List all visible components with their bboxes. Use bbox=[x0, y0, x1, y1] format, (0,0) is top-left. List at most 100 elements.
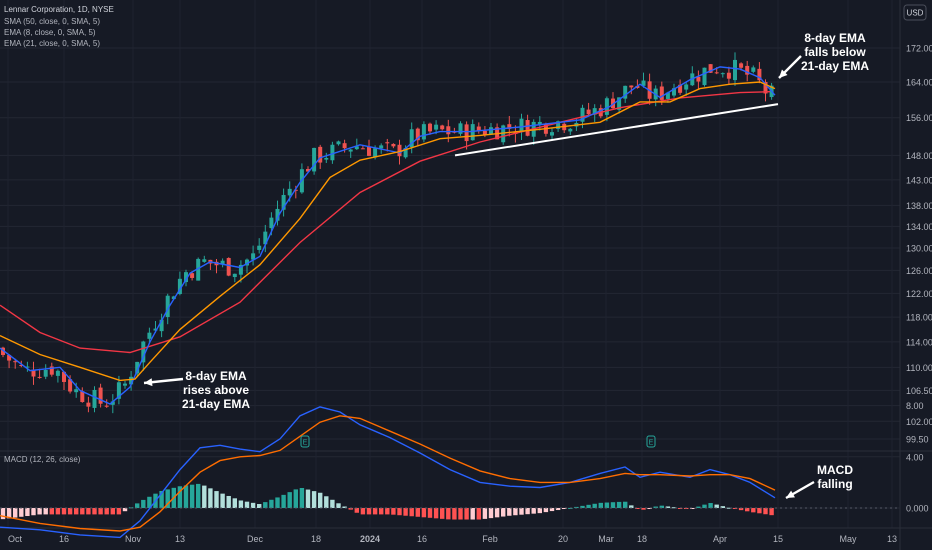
candle-body bbox=[617, 97, 622, 110]
macd-histogram-bar bbox=[263, 502, 268, 508]
candle-body bbox=[604, 98, 609, 115]
macd-histogram-bar bbox=[519, 508, 524, 515]
macd-histogram-bar bbox=[610, 502, 616, 508]
time-tick-label: 13 bbox=[887, 534, 897, 544]
candle-body bbox=[165, 295, 170, 318]
macd-histogram-bar bbox=[232, 498, 237, 508]
macd-histogram-bar bbox=[458, 508, 463, 520]
macd-histogram-bar bbox=[141, 499, 146, 508]
candle-body bbox=[720, 73, 725, 75]
candle-body bbox=[476, 126, 481, 132]
candle-body bbox=[55, 370, 60, 376]
macd-histogram-bar bbox=[433, 508, 439, 519]
macd-histogram-bar bbox=[592, 503, 597, 508]
macd-annotation-text: falling bbox=[817, 477, 852, 491]
macd-tick-label: 4.00 bbox=[906, 452, 924, 462]
macd-histogram-bar bbox=[55, 508, 61, 515]
candle-body bbox=[489, 127, 493, 135]
earnings-marker bbox=[646, 435, 656, 448]
candle-body bbox=[190, 273, 195, 278]
candle-body bbox=[153, 328, 158, 331]
macd-histogram-bar bbox=[214, 491, 219, 508]
macd-histogram-bar bbox=[281, 494, 286, 508]
candle-body bbox=[586, 109, 591, 115]
candle-body bbox=[330, 144, 335, 161]
candle-body bbox=[80, 391, 85, 402]
candle-body bbox=[1, 347, 5, 355]
candle-body bbox=[171, 296, 176, 300]
macd-histogram-bar bbox=[440, 508, 445, 519]
candle-body bbox=[434, 124, 439, 130]
price-tick-label: 164.00 bbox=[906, 78, 932, 88]
macd-histogram-bar bbox=[37, 508, 42, 515]
macd-histogram-bar bbox=[92, 508, 97, 515]
macd-histogram-bar bbox=[354, 508, 359, 513]
macd-histogram-bar bbox=[372, 508, 378, 515]
candle-body bbox=[324, 157, 329, 160]
time-tick-label: Oct bbox=[8, 534, 23, 544]
macd-histogram-bar bbox=[67, 508, 73, 515]
macd-histogram-bar bbox=[293, 489, 298, 508]
macd-histogram-bar bbox=[409, 508, 414, 517]
macd-legend: MACD (12, 26, close) bbox=[4, 455, 81, 464]
candle-body bbox=[196, 258, 201, 281]
macd-histogram-bar bbox=[488, 508, 494, 519]
candle-body bbox=[220, 260, 225, 265]
candle-body bbox=[251, 253, 256, 260]
macd-histogram-bar bbox=[482, 508, 488, 519]
price-tick-label: 138.00 bbox=[906, 201, 932, 211]
candle-body bbox=[665, 92, 670, 99]
candle-body bbox=[367, 147, 371, 156]
candle-body bbox=[702, 67, 707, 86]
price-tick-label: 114.00 bbox=[906, 337, 932, 347]
macd-histogram-bar bbox=[244, 501, 250, 508]
cross-down-text: 21-day EMA bbox=[801, 59, 869, 73]
candle-body bbox=[592, 108, 597, 115]
macd-histogram-bar bbox=[641, 508, 646, 510]
price-tick-label: 102.00 bbox=[906, 417, 932, 427]
candle-body bbox=[550, 132, 554, 136]
time-tick-label: 16 bbox=[59, 534, 69, 544]
cross-down-text: falls below bbox=[804, 45, 866, 59]
macd-histogram-bar bbox=[531, 508, 536, 514]
macd-histogram-bar bbox=[74, 508, 79, 515]
macd-histogram-bar bbox=[769, 508, 774, 516]
candle-body bbox=[708, 64, 713, 73]
candle-body bbox=[446, 126, 451, 135]
macd-histogram-bar bbox=[25, 508, 30, 517]
macd-histogram-bar bbox=[403, 508, 408, 516]
candle-body bbox=[678, 84, 683, 93]
time-tick-label: Nov bbox=[125, 534, 142, 544]
macd-histogram-bar bbox=[452, 508, 457, 520]
macd-histogram-bar bbox=[6, 508, 12, 519]
candle-body bbox=[672, 88, 676, 96]
macd-histogram-bar bbox=[385, 508, 390, 515]
macd-histogram-bar bbox=[391, 508, 396, 515]
candle-body bbox=[141, 341, 146, 363]
macd-histogram-bar bbox=[116, 508, 122, 515]
macd-histogram-bar bbox=[311, 491, 317, 508]
currency-label: USD bbox=[907, 9, 924, 18]
macd-histogram-bar bbox=[415, 508, 420, 517]
candle-body bbox=[86, 402, 91, 407]
time-tick-label: 15 bbox=[773, 534, 783, 544]
candle-body bbox=[580, 107, 585, 122]
candle-body bbox=[49, 366, 54, 375]
candle-body bbox=[37, 376, 42, 378]
candle-body bbox=[281, 194, 286, 210]
macd-histogram-bar bbox=[598, 502, 603, 508]
candle-body bbox=[556, 121, 561, 129]
cross-up-text: rises above bbox=[183, 383, 249, 397]
candle-body bbox=[501, 125, 506, 143]
candle-body bbox=[306, 168, 310, 172]
macd-histogram-bar bbox=[287, 492, 292, 508]
macd-histogram-bar bbox=[464, 508, 469, 520]
candle-body bbox=[7, 354, 12, 361]
candle-body bbox=[62, 371, 66, 382]
candle-body bbox=[733, 59, 737, 81]
price-tick-label: 110.00 bbox=[906, 363, 932, 373]
macd-histogram-bar bbox=[647, 508, 652, 509]
macd-histogram-bar bbox=[623, 501, 628, 508]
